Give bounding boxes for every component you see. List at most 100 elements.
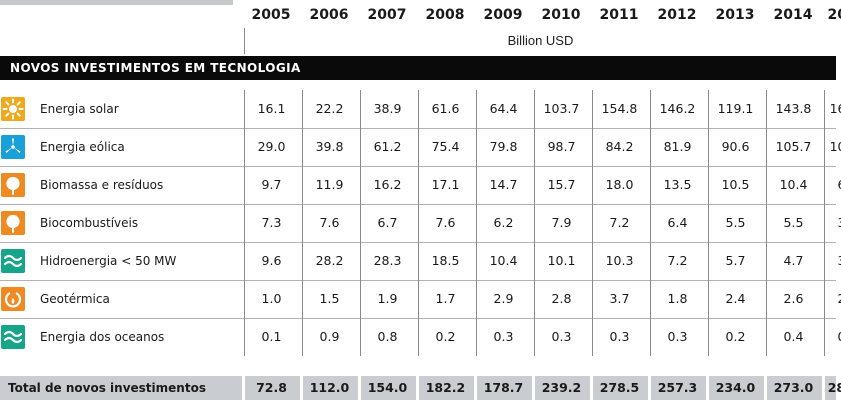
table-cell: 14.7 — [476, 166, 530, 204]
table-cell: 1.5 — [302, 280, 356, 318]
table-cell: 0.8 — [360, 318, 414, 356]
table-cell: 0.9 — [302, 318, 356, 356]
table-row: Energia dos oceanos 0.1 0.9 0.8 0.2 0.3 0.3 0.3… — [0, 318, 841, 356]
year-header-2005: 2005 — [251, 7, 291, 23]
table-cell: 5.7 — [708, 242, 762, 280]
total-cell: 72.8 — [242, 376, 298, 400]
total-cell: 273.0 — [764, 376, 820, 400]
table-row: Biocombustíveis 7.3 7.6 6.7 7.6 6.2 7.9 7.2 6.4 5… — [0, 204, 841, 242]
table-cell: 1.7 — [418, 280, 472, 318]
table-cell: 17.1 — [418, 166, 472, 204]
waves-icon — [1, 325, 25, 349]
table-cell: 6.2 — [476, 204, 530, 242]
table-cell: 0.3 — [592, 318, 646, 356]
table-cell: 103.7 — [534, 90, 588, 128]
table-cell: 84.2 — [592, 128, 646, 166]
table-cell: 3.7 — [592, 280, 646, 318]
table-cell: 75.4 — [418, 128, 472, 166]
table-cell: 98.7 — [534, 128, 588, 166]
table-cell: 79.8 — [476, 128, 530, 166]
table-cell: 16.1 — [244, 90, 298, 128]
table-cell: 61.2 — [360, 128, 414, 166]
year-header-2010: 2010 — [541, 7, 581, 23]
table-cell: 2.4 — [708, 280, 762, 318]
year-header-2012: 2012 — [657, 7, 697, 23]
table-cell: 90.6 — [708, 128, 762, 166]
table-cell: 7.2 — [650, 242, 704, 280]
table-cell: 0.1 — [244, 318, 298, 356]
table-cell: 22.2 — [302, 90, 356, 128]
table-cell: 7.3 — [244, 204, 298, 242]
table-cell: 7.6 — [418, 204, 472, 242]
total-label: Total de novos investimentos — [8, 381, 206, 395]
year-header-2006: 2006 — [309, 7, 349, 23]
year-header-2007: 2007 — [367, 7, 407, 23]
row-label: Energia solar — [40, 102, 119, 116]
table-cell: 105.7 — [766, 128, 820, 166]
row-label: Energia dos oceanos — [40, 330, 165, 344]
table-cell: 18.5 — [418, 242, 472, 280]
total-cell: 257.3 — [648, 376, 704, 400]
table-cell: 10.4 — [476, 242, 530, 280]
total-cell: 182.2 — [416, 376, 472, 400]
table-cell: 13.5 — [650, 166, 704, 204]
table-cell: 0.4 — [766, 318, 820, 356]
row-label: Biocombustíveis — [40, 216, 139, 230]
table-cell: 6.0 — [824, 166, 841, 204]
row-label: Geotérmica — [40, 292, 110, 306]
table-cell: 3.1 — [824, 204, 841, 242]
table-cell: 10.4 — [766, 166, 820, 204]
table-cell: 6.7 — [360, 204, 414, 242]
section-title: NOVOS INVESTIMENTOS EM TECNOLOGIA — [0, 56, 836, 80]
table-cell: 0.2 — [708, 318, 762, 356]
table-cell: 161.0 — [824, 90, 841, 128]
total-cell: 239.2 — [532, 376, 588, 400]
table-cell: 146.2 — [650, 90, 704, 128]
table-cell: 2.0 — [824, 280, 841, 318]
table-cell: 11.9 — [302, 166, 356, 204]
total-cell: 178.7 — [474, 376, 530, 400]
table-cell: 7.9 — [534, 204, 588, 242]
row-label: Hidroenergia < 50 MW — [40, 254, 177, 268]
table-cell: 9.6 — [244, 242, 298, 280]
year-header-2015: 2015 — [827, 7, 841, 23]
table-cell: 9.7 — [244, 166, 298, 204]
row-label: Biomassa e resíduos — [40, 178, 164, 192]
table-cell: 143.8 — [766, 90, 820, 128]
table-cell: 38.9 — [360, 90, 414, 128]
table-cell: 16.2 — [360, 166, 414, 204]
table-cell: 28.2 — [302, 242, 356, 280]
table-cell: 0.3 — [650, 318, 704, 356]
table-cell: 15.7 — [534, 166, 588, 204]
total-cell: 154.0 — [358, 376, 414, 400]
table-cell: 0.2 — [824, 318, 841, 356]
table-row: Hidroenergia < 50 MW 9.6 28.2 28.3 18.5 10.4 1… — [0, 242, 841, 280]
table-cell: 7.6 — [302, 204, 356, 242]
year-header-2009: 2009 — [483, 7, 523, 23]
table-cell: 29.0 — [244, 128, 298, 166]
total-cell: 112.0 — [300, 376, 356, 400]
table-cell: 5.5 — [766, 204, 820, 242]
table-cell: 2.8 — [534, 280, 588, 318]
table-cell: 0.2 — [418, 318, 472, 356]
table-cell: 1.9 — [360, 280, 414, 318]
table-cell: 6.4 — [650, 204, 704, 242]
table-row: Geotérmica 1.0 1.5 1.9 1.7 2.9 2.8 3.7 1.8 2.4 2.6… — [0, 280, 841, 318]
table-cell: 2.9 — [476, 280, 530, 318]
waves-icon — [1, 249, 25, 273]
leaf-icon — [1, 173, 25, 197]
sun-icon — [1, 97, 25, 121]
table-cell: 154.8 — [592, 90, 646, 128]
wind-turbine-icon — [1, 135, 25, 159]
total-row: Total de novos investimentos 72.8 112.0 15… — [0, 376, 841, 400]
table-cell: 28.3 — [360, 242, 414, 280]
leaf-icon — [1, 211, 25, 235]
table-cell: 10.1 — [534, 242, 588, 280]
table-cell: 0.3 — [534, 318, 588, 356]
total-cell: 285.9 — [822, 376, 841, 400]
total-cell: 234.0 — [706, 376, 762, 400]
table-cell: 81.9 — [650, 128, 704, 166]
table-cell: 119.1 — [708, 90, 762, 128]
table-cell: 1.0 — [244, 280, 298, 318]
table-row: Biomassa e resíduos 9.7 11.9 16.2 17.1 14.7 15… — [0, 166, 841, 204]
